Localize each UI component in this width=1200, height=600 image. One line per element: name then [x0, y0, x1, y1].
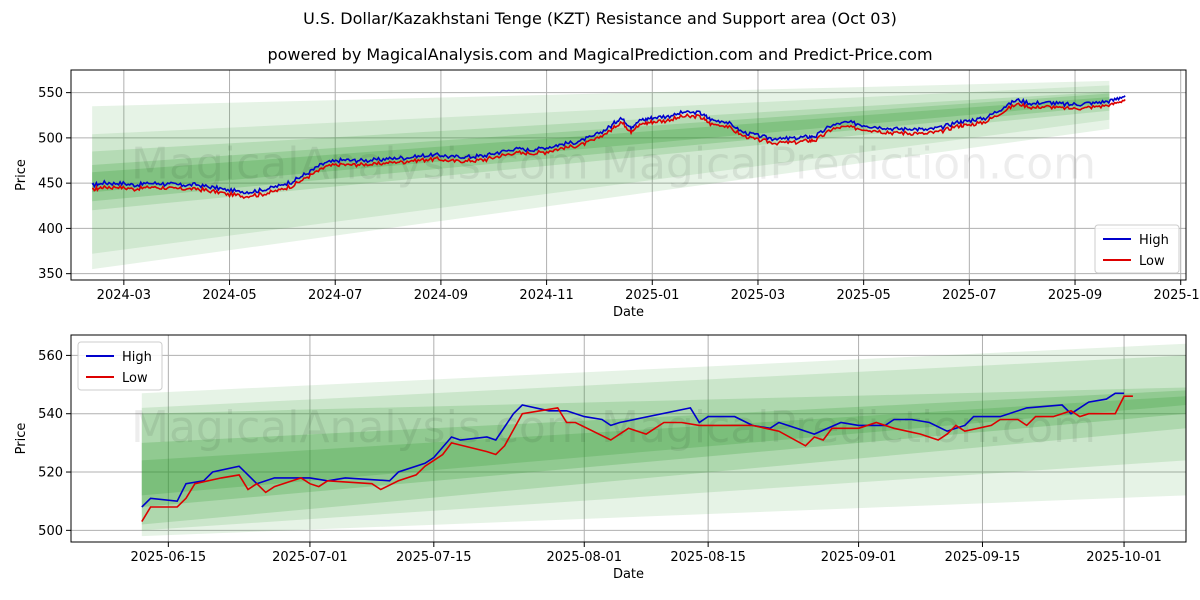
series-high-line [91, 95, 1126, 195]
legend-label-high: High [1139, 233, 1169, 248]
x-tick-label: 2025-08-15 [670, 550, 746, 565]
x-tick-label: 2025-07-01 [272, 550, 348, 565]
x-tick-label: 2025-05 [836, 288, 890, 303]
x-tick-label: 2025-01 [625, 288, 679, 303]
y-tick-label: 550 [38, 86, 63, 101]
x-axis-label: Date [613, 567, 644, 582]
legend-label-high: High [122, 350, 152, 365]
legend: High Low [1094, 224, 1180, 274]
resistance-support-band [141, 355, 1186, 531]
y-tick-label: 560 [38, 349, 63, 364]
x-tick-label: 2024-05 [202, 288, 256, 303]
series-low-line [141, 395, 1133, 523]
axes-frame [70, 334, 1187, 543]
resistance-support-band [141, 390, 1186, 508]
x-tick-label: 2025-09-01 [821, 550, 897, 565]
resistance-support-band [92, 91, 1110, 211]
legend: High Low [77, 341, 163, 391]
legend-label-low: Low [1139, 254, 1165, 269]
resistance-support-band [92, 93, 1110, 202]
y-axis-label: Price [14, 159, 29, 191]
chart-subtitle: powered by MagicalAnalysis.com and Magic… [267, 45, 933, 64]
y-tick-label: 350 [38, 267, 63, 282]
resistance-support-band [92, 97, 1110, 193]
x-tick-label: 2024-07 [308, 288, 362, 303]
x-tick-label: 2025-09 [1048, 288, 1102, 303]
x-tick-label: 2024-09 [414, 288, 468, 303]
x-tick-label: 2025-07 [942, 288, 996, 303]
y-tick-label: 500 [38, 131, 63, 146]
x-tick-label: 2025-09-15 [945, 550, 1021, 565]
x-tick-label: 2025-03 [731, 288, 785, 303]
x-tick-label: 2025-10-01 [1086, 550, 1162, 565]
y-tick-label: 400 [38, 222, 63, 237]
x-tick-label: 2025-07-15 [396, 550, 472, 565]
x-tick-label: 2025-11 [1154, 288, 1200, 303]
series-low-line [91, 98, 1126, 200]
x-axis-label: Date [613, 305, 644, 320]
x-tick-label: 2024-03 [97, 288, 151, 303]
x-tick-label: 2025-06-15 [131, 550, 207, 565]
series-high-line [141, 392, 1125, 508]
y-axis-label: Price [14, 423, 29, 455]
x-tick-label: 2025-08-01 [546, 550, 622, 565]
y-tick-label: 450 [38, 177, 63, 192]
chart-panel-1: MagicalAnalysis.com MagicalPrediction.com… [14, 69, 1200, 320]
resistance-support-band [141, 343, 1186, 537]
x-tick-label: 2024-11 [519, 288, 573, 303]
watermark-right: MagicalPrediction.com [601, 138, 1096, 189]
y-tick-label: 540 [38, 407, 63, 422]
chart-panel-2: MagicalAnalysis.com MagicalPrediction.com… [14, 334, 1187, 582]
watermark-left: MagicalAnalysis.com [131, 402, 589, 453]
chart-title: U.S. Dollar/Kazakhstani Tenge (KZT) Resi… [303, 9, 897, 28]
legend-label-low: Low [122, 371, 148, 386]
y-tick-label: 500 [38, 524, 63, 539]
axes-frame [70, 69, 1187, 281]
y-tick-label: 520 [38, 466, 63, 481]
